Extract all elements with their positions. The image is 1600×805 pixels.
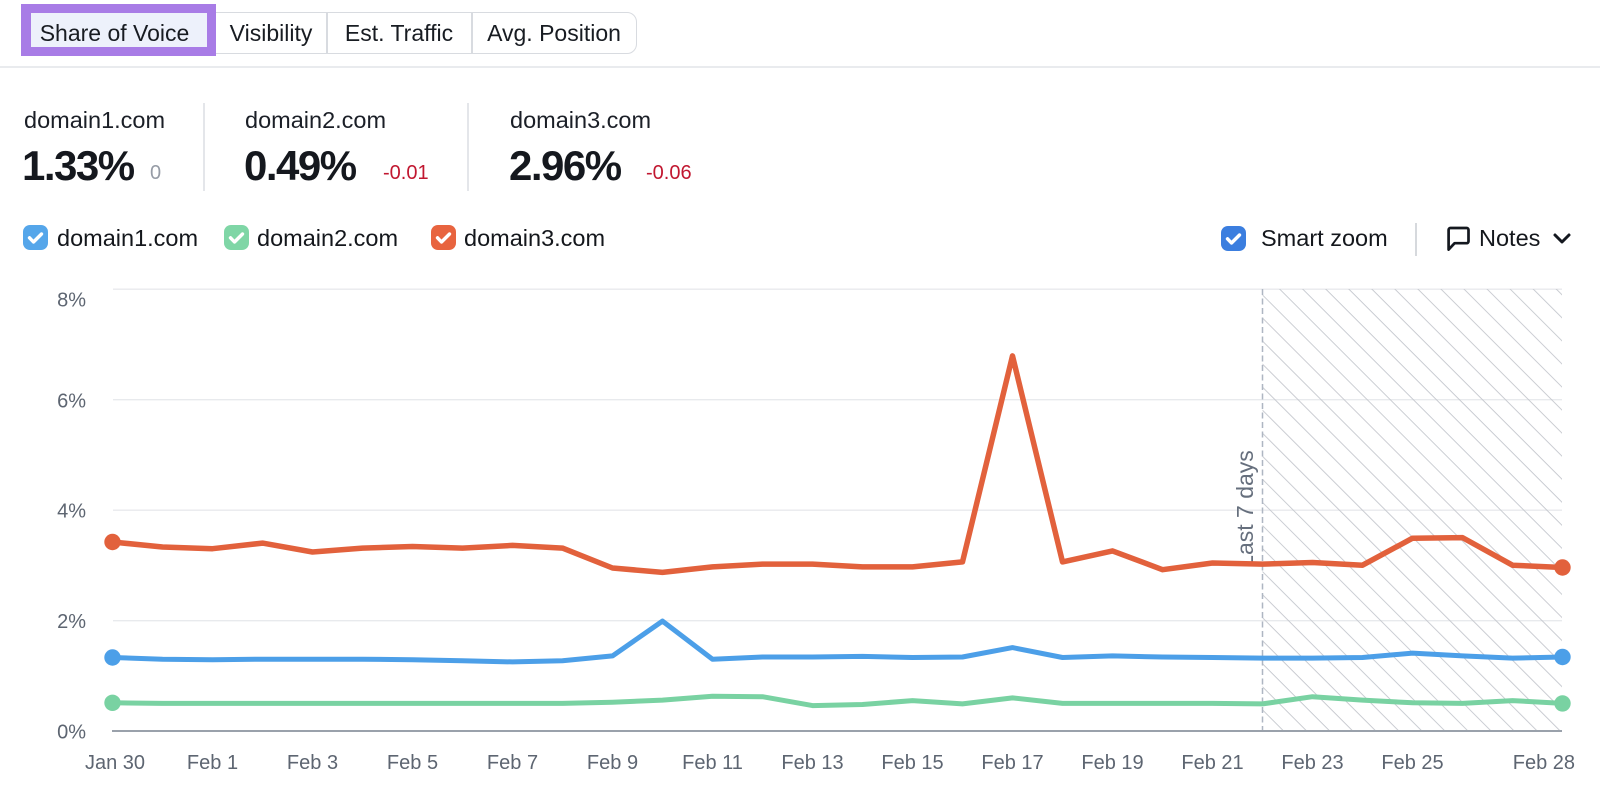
svg-text:8%: 8% <box>57 289 86 311</box>
svg-text:Feb 5: Feb 5 <box>387 752 438 774</box>
svg-text:2%: 2% <box>57 611 86 633</box>
svg-text:Feb 15: Feb 15 <box>881 752 943 774</box>
svg-text:Feb 21: Feb 21 <box>1181 752 1243 774</box>
svg-text:Jan 30: Jan 30 <box>85 752 145 774</box>
svg-text:Feb 23: Feb 23 <box>1281 752 1343 774</box>
svg-text:Feb 11: Feb 11 <box>682 752 743 774</box>
svg-text:0%: 0% <box>57 722 86 744</box>
svg-text:Feb 3: Feb 3 <box>287 752 338 774</box>
svg-text:Feb 9: Feb 9 <box>587 752 638 774</box>
svg-text:Feb 19: Feb 19 <box>1081 752 1143 774</box>
svg-text:Feb 7: Feb 7 <box>487 752 538 774</box>
svg-text:Last 7 days: Last 7 days <box>1232 450 1258 568</box>
svg-text:Feb 17: Feb 17 <box>981 752 1043 774</box>
svg-text:Feb 13: Feb 13 <box>781 752 843 774</box>
svg-text:Feb 28: Feb 28 <box>1513 752 1575 774</box>
svg-text:Feb 1: Feb 1 <box>187 752 238 774</box>
svg-text:4%: 4% <box>57 501 86 523</box>
svg-text:6%: 6% <box>57 390 86 412</box>
svg-text:Feb 25: Feb 25 <box>1381 752 1443 774</box>
